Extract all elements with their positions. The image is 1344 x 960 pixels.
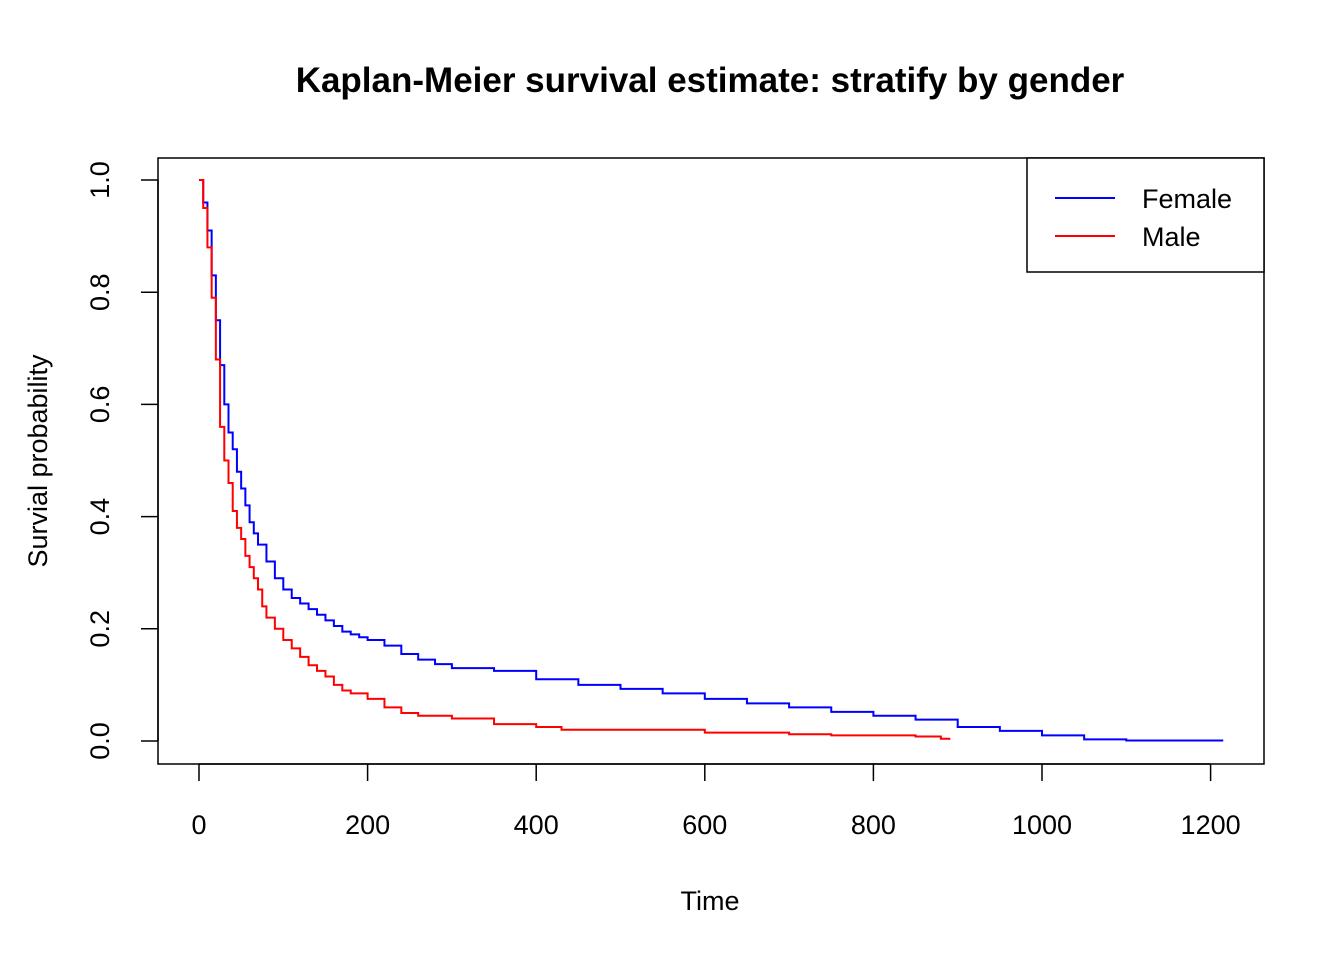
x-tick-label: 0 [191,810,206,840]
y-tick-label: 0.0 [85,722,115,760]
x-tick-label: 200 [345,810,390,840]
legend-box [1026,157,1265,273]
y-tick-label: 0.6 [85,386,115,424]
y-tick-label: 0.8 [85,273,115,311]
x-tick-label: 800 [851,810,896,840]
x-axis-label: Time [681,886,740,916]
chart-title: Kaplan-Meier survival estimate: stratify… [296,61,1125,100]
y-tick-label: 1.0 [85,161,115,199]
x-tick-label: 1000 [1012,810,1072,840]
survival-curves [199,179,1224,742]
legend-male-label: Male [1142,222,1201,252]
x-axis: 0 200 400 600 800 1000 1200 [191,763,1241,840]
legend-female-label: Female [1142,184,1232,214]
x-tick-label: 1200 [1181,810,1241,840]
curve-female [199,179,1224,742]
y-axis-label: Survial probability [23,354,53,568]
legend: Female Male [1026,157,1265,273]
curve-male [199,179,951,740]
y-tick-label: 0.2 [85,610,115,648]
y-tick-label: 0.4 [85,498,115,536]
y-axis: 0.0 0.2 0.4 0.6 0.8 1.0 [85,161,159,760]
x-tick-label: 600 [682,810,727,840]
x-tick-label: 400 [514,810,559,840]
